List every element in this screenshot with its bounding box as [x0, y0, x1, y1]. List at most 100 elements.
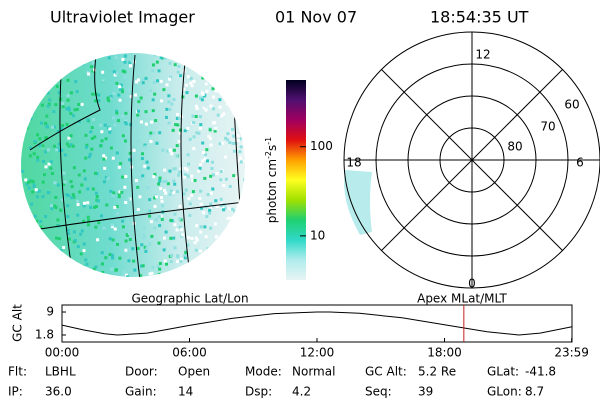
pixel: [41, 87, 45, 91]
pixel: [70, 185, 74, 189]
pixel: [101, 270, 105, 274]
pixel: [219, 169, 223, 173]
pixel: [243, 109, 245, 113]
pixel: [111, 116, 115, 120]
pixel: [32, 183, 36, 187]
pixel: [49, 64, 53, 68]
pixel: [40, 121, 44, 125]
pixel: [157, 69, 161, 73]
pixel: [82, 201, 86, 205]
pixel: [181, 233, 185, 237]
pixel: [236, 202, 240, 206]
pixel: [85, 143, 89, 147]
pixel: [205, 215, 209, 219]
pixel: [95, 195, 99, 199]
pixel: [199, 123, 203, 127]
pixel: [79, 252, 83, 256]
pixel: [57, 149, 61, 153]
pixel: [235, 255, 239, 259]
pixel: [31, 222, 35, 226]
pixel: [21, 217, 25, 221]
pixel: [61, 198, 65, 202]
pixel: [228, 95, 232, 99]
pixel: [42, 263, 46, 267]
pixel: [192, 121, 196, 125]
pixel: [121, 69, 125, 73]
info-label: GC Alt:: [365, 365, 407, 379]
pixel: [188, 213, 192, 217]
pixel: [68, 267, 72, 271]
pixel: [33, 214, 37, 218]
pixel: [47, 191, 51, 195]
pixel: [153, 204, 157, 208]
pixel: [94, 265, 98, 269]
pixel: [56, 218, 60, 222]
pixel: [199, 230, 203, 234]
pixel: [214, 199, 218, 203]
pixel: [38, 53, 42, 57]
pixel: [225, 256, 229, 260]
pixel: [168, 77, 172, 81]
pixel: [80, 183, 84, 187]
pixel: [46, 104, 50, 108]
info-value: 39: [418, 385, 433, 399]
info-value: 4.2: [292, 385, 311, 399]
pixel: [49, 60, 53, 64]
pixel: [38, 144, 42, 148]
pixel: [123, 70, 127, 74]
pixel: [115, 151, 119, 155]
pixel: [102, 180, 106, 184]
pixel: [236, 139, 240, 143]
pixel: [203, 225, 207, 229]
pixel: [226, 75, 230, 79]
pixel: [236, 265, 240, 269]
pixel: [242, 243, 245, 247]
pixel: [195, 53, 199, 57]
pixel: [145, 160, 149, 164]
pixel: [173, 212, 177, 216]
pixel: [104, 256, 108, 260]
pixel: [176, 113, 180, 117]
pixel: [53, 256, 57, 260]
info-label: Door:: [125, 365, 158, 379]
pixel: [164, 115, 168, 119]
pixel: [105, 203, 109, 207]
pixel: [112, 191, 116, 195]
pixel: [222, 208, 226, 212]
pixel: [149, 131, 153, 135]
pixel: [45, 87, 49, 91]
pixel: [25, 126, 29, 130]
pixel: [46, 79, 50, 83]
pixel: [226, 232, 230, 236]
pixel: [60, 148, 64, 152]
pixel: [207, 57, 211, 61]
pixel: [145, 186, 149, 190]
pixel: [111, 256, 115, 260]
pixel: [63, 153, 67, 157]
pixel: [93, 171, 97, 175]
pixel: [115, 204, 119, 208]
pixel: [177, 139, 181, 143]
pixel: [185, 91, 189, 95]
pixel: [199, 189, 203, 193]
pixel: [236, 61, 240, 65]
pixel: [108, 253, 112, 257]
pixel: [80, 229, 84, 233]
pixel: [124, 111, 128, 115]
pixel: [228, 90, 232, 94]
pixel: [217, 243, 221, 247]
pixel: [29, 240, 33, 244]
pixel: [177, 173, 181, 177]
pixel: [143, 245, 147, 249]
pixel: [205, 89, 209, 93]
pixel: [225, 75, 229, 79]
pixel: [233, 82, 237, 86]
pixel: [86, 70, 90, 74]
pixel: [164, 230, 168, 234]
panel-label: Apex MLat/MLT: [417, 292, 507, 306]
pixel: [223, 206, 227, 210]
pixel: [138, 195, 142, 199]
pixel: [239, 124, 243, 128]
pixel: [50, 125, 54, 129]
pixel: [126, 198, 130, 202]
